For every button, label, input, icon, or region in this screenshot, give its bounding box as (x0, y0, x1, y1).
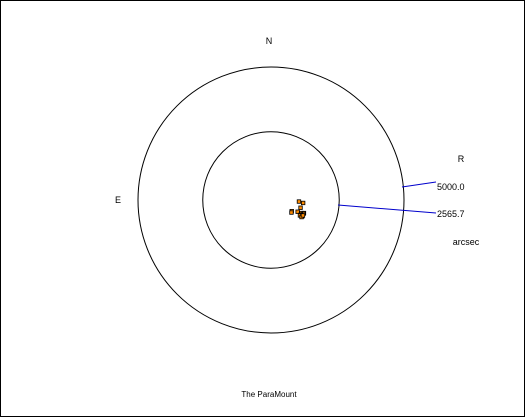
data-point (300, 200, 306, 206)
data-point (289, 210, 294, 215)
outer-ring-leader (401, 181, 437, 188)
data-points (289, 199, 307, 220)
east-label: E (115, 195, 121, 205)
radius-label: R (458, 154, 465, 164)
outer-ring (137, 66, 405, 334)
footer-label: The ParaMount (241, 390, 297, 399)
data-point (300, 213, 306, 218)
inner-ring-leader (337, 204, 437, 214)
radius-unit: arcsec (453, 237, 480, 247)
outer-ring-value: 5000.0 (437, 182, 465, 192)
north-label: N (266, 36, 273, 46)
inner-ring-value: 2565.7 (437, 209, 465, 219)
data-point (298, 205, 303, 210)
inner-ring (202, 131, 340, 269)
data-point (296, 199, 302, 204)
